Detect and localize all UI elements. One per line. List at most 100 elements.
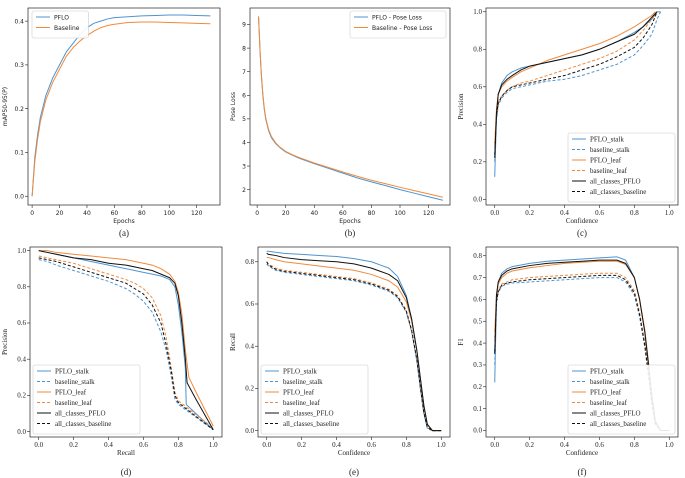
y-axis-label: Precision	[457, 93, 465, 120]
series-line-baseline-leaf	[38, 255, 214, 429]
x-axis-label: Epochs	[113, 218, 135, 225]
series-line-all-classes-pflo	[38, 250, 214, 431]
x-tick-label: 0.2	[69, 441, 78, 449]
x-tick-label: 120	[423, 210, 435, 217]
y-tick-label: 0.0	[473, 196, 482, 204]
x-tick-label: 100	[164, 210, 176, 217]
x-axis-label: Confidence	[566, 217, 598, 225]
x-tick-label: 80	[368, 210, 376, 217]
legend-label: PFLO_stalk	[55, 367, 89, 375]
chart-a-mAP: 0 20 40 60 80 100 120 0.0 0.1 0.2 0.3 0.4 Epochs mAP5…	[2, 7, 221, 238]
y-tick-label: 0.4	[14, 18, 24, 25]
legend-label: PFLO_stalk	[590, 135, 624, 143]
y-tick-label: 0.4	[17, 355, 26, 363]
x-tick-label: 0	[255, 210, 259, 217]
chart-e-recall-confidence: 0.0 0.2 0.4 0.6 0.8 1.0 0.0 0.2 0.4 0.6 0.8 Confide…	[229, 246, 451, 477]
x-tick-label: 0.6	[139, 441, 148, 449]
panel-b: 0 20 40 60 80 100 120 2 3 4 5 6 7 8 9 Epochs Pose Loss (b…	[228, 0, 456, 239]
y-tick-label: 8	[242, 45, 246, 52]
legend-label: baseline_leaf	[590, 167, 628, 175]
y-tick-label: 0.8	[17, 283, 26, 291]
y-tick-label: 0.4	[245, 342, 254, 350]
panel-caption: (c)	[577, 228, 587, 238]
legend-label: PFLO_leaf	[283, 388, 315, 396]
y-tick-label: 0.3	[14, 62, 24, 69]
y-tick-label: 2	[242, 187, 246, 194]
y-tick-label: 0.0	[17, 428, 26, 436]
panel-caption: (d)	[121, 467, 132, 477]
x-tick-label: 0.2	[525, 441, 534, 449]
y-tick-label: 0.4	[473, 121, 482, 129]
panel-caption: (a)	[119, 228, 129, 238]
plot-frame	[485, 7, 679, 206]
y-axis-label: Pose Loss	[230, 92, 237, 121]
x-tick-label: 0.6	[595, 209, 604, 217]
legend-label: PFLO	[54, 14, 69, 21]
y-tick-label: 5	[242, 116, 246, 123]
y-tick-label: 0.2	[17, 392, 26, 400]
x-axis-label: Recall	[117, 449, 135, 457]
y-tick-label: 1.0	[473, 8, 482, 16]
panel-f: 0.0 0.2 0.4 0.6 0.8 1.0 0.0 0.1 0.2 0.3 0.4 0.5 0.6 0…	[456, 239, 684, 478]
y-tick-label: 0.1	[14, 150, 24, 157]
panel-caption: (f)	[578, 467, 587, 477]
legend-label: baseline_stalk	[55, 378, 95, 386]
legend-box	[567, 132, 676, 203]
x-tick-label: 0.4	[560, 209, 569, 217]
y-tick-label: 4	[242, 140, 246, 147]
plot-frame	[29, 246, 223, 438]
series-line-pflo	[31, 14, 211, 197]
legend-label: Baseline	[54, 25, 80, 32]
x-tick-label: 80	[138, 210, 146, 217]
series-line-baseline-leaf	[494, 11, 658, 147]
x-axis-label: Confidence	[566, 449, 598, 457]
x-tick-label: 0	[30, 210, 34, 217]
series-line-baseline-pose-loss	[258, 16, 443, 198]
x-tick-label: 100	[394, 210, 406, 217]
plot-frame	[27, 7, 221, 206]
y-tick-label: 0.7	[473, 274, 482, 282]
y-tick-label: 0.2	[473, 383, 482, 391]
y-tick-label: 1.0	[17, 247, 26, 255]
y-axis-label: Recall	[229, 333, 237, 351]
plot-frame	[485, 246, 679, 438]
x-tick-label: 1.0	[665, 441, 674, 449]
legend-label: PFLO_leaf	[55, 388, 87, 396]
legend-label: all_classes_PFLO	[55, 409, 106, 417]
x-tick-label: 40	[83, 210, 91, 217]
panel-e: 0.0 0.2 0.4 0.6 0.8 1.0 0.0 0.2 0.4 0.6 0.8 Confide…	[228, 239, 456, 478]
y-tick-label: 0.0	[473, 427, 482, 435]
legend-label: PFLO_stalk	[283, 367, 317, 375]
y-tick-label: 0.6	[473, 296, 482, 304]
x-tick-label: 1.0	[437, 441, 446, 449]
x-tick-label: 120	[191, 210, 203, 217]
y-axis-label: Precision	[1, 328, 9, 355]
y-tick-label: 0.8	[473, 45, 482, 53]
x-axis-label: Epochs	[339, 218, 361, 225]
y-tick-label: 6	[242, 92, 246, 99]
plot-frame	[249, 7, 451, 206]
y-tick-label: 0.6	[245, 300, 254, 308]
legend-label: all_classes_baseline	[283, 420, 339, 428]
panel-a: 0 20 40 60 80 100 120 0.0 0.1 0.2 0.3 0.4 Epochs mAP5…	[0, 0, 228, 239]
y-tick-label: 0.1	[473, 405, 482, 413]
y-tick-label: 0.2	[473, 158, 482, 166]
x-tick-label: 0.0	[262, 441, 271, 449]
legend-box	[567, 364, 676, 435]
legend-label: baseline_leaf	[590, 399, 628, 407]
chart-c-precision-confidence: 0.0 0.2 0.4 0.6 0.8 1.0 0.0 0.2 0.4 0.6 0.8 1.0 Conf…	[457, 7, 679, 238]
y-tick-label: 0.0	[14, 193, 24, 200]
y-tick-label: 0.2	[14, 106, 24, 113]
plot-frame	[257, 246, 451, 438]
series-line-pflo-leaf	[38, 250, 214, 427]
legend-label: baseline_stalk	[590, 146, 630, 154]
x-tick-label: 20	[282, 210, 290, 217]
chart-f-f1-confidence: 0.0 0.2 0.4 0.6 0.8 1.0 0.0 0.1 0.2 0.3 0.4 0.5 0.6 0…	[457, 246, 679, 477]
x-tick-label: 40	[310, 210, 318, 217]
legend-box	[32, 364, 141, 435]
legend-label: baseline_stalk	[283, 378, 323, 386]
y-tick-label: 0.6	[473, 83, 482, 91]
panel-c: 0.0 0.2 0.4 0.6 0.8 1.0 0.0 0.2 0.4 0.6 0.8 1.0 Conf…	[456, 0, 684, 239]
legend-label: all_classes_PFLO	[590, 409, 641, 417]
x-tick-label: 1.0	[209, 441, 218, 449]
